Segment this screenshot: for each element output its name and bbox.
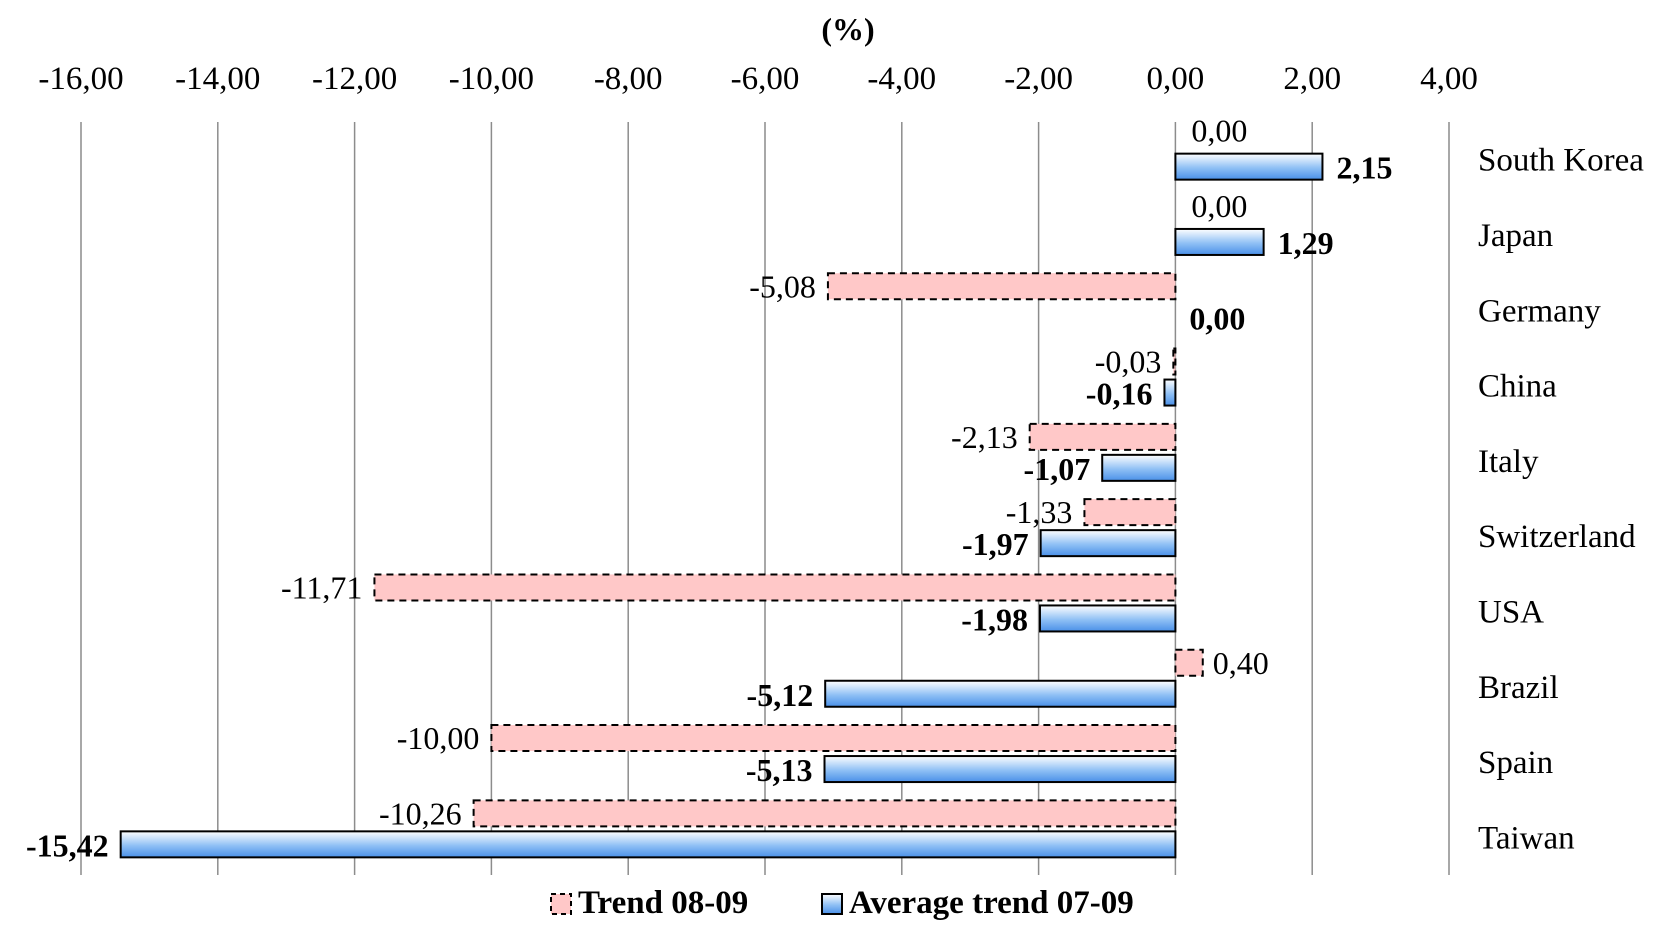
bar-average-trend-07-09 bbox=[1039, 529, 1177, 558]
bar-average-trend-07-09 bbox=[823, 755, 1177, 784]
data-label-average-trend-07-09: -0,16 bbox=[1086, 376, 1153, 412]
category-label: Spain bbox=[1478, 745, 1553, 781]
x-tick-label: 0,00 bbox=[1147, 61, 1205, 97]
data-label-trend-08-09: -10,26 bbox=[379, 795, 462, 831]
category-label: South Korea bbox=[1478, 143, 1644, 179]
data-label-trend-08-09: 0,00 bbox=[1191, 113, 1247, 149]
data-label-average-trend-07-09: -1,97 bbox=[962, 526, 1029, 562]
data-label-average-trend-07-09: -1,98 bbox=[961, 601, 1028, 637]
bar-average-trend-07-09 bbox=[1174, 152, 1324, 181]
bar-trend-08-09 bbox=[1172, 347, 1177, 376]
category-label: USA bbox=[1478, 594, 1544, 630]
data-label-average-trend-07-09: 1,29 bbox=[1278, 225, 1334, 261]
x-tick-label: -14,00 bbox=[175, 61, 260, 97]
x-tick-label: -6,00 bbox=[731, 61, 800, 97]
bar-trend-08-09 bbox=[373, 573, 1177, 602]
bar-average-trend-07-09 bbox=[119, 830, 1177, 859]
x-tick-label: -4,00 bbox=[867, 61, 936, 97]
legend-label-trend-08-09: Trend 08-09 bbox=[578, 885, 748, 921]
data-label-trend-08-09: 0,40 bbox=[1213, 645, 1269, 681]
bar-average-trend-07-09 bbox=[824, 679, 1177, 708]
data-label-average-trend-07-09: -5,13 bbox=[746, 752, 813, 788]
legend-swatch-average-trend-07-09 bbox=[821, 893, 843, 915]
category-label: Brazil bbox=[1478, 670, 1559, 706]
bar-trend-08-09 bbox=[472, 799, 1177, 828]
category-label: Germany bbox=[1478, 293, 1601, 329]
x-tick-label: -16,00 bbox=[38, 61, 123, 97]
x-tick-label: -8,00 bbox=[594, 61, 663, 97]
category-label: Switzerland bbox=[1478, 519, 1636, 555]
chart-title: (%) bbox=[821, 11, 874, 47]
bar-trend-08-09 bbox=[1083, 498, 1177, 527]
bar-average-trend-07-09 bbox=[1163, 378, 1177, 407]
data-label-trend-08-09: -10,00 bbox=[397, 720, 480, 756]
bar-average-trend-07-09 bbox=[1101, 453, 1177, 482]
x-tick-label: 4,00 bbox=[1420, 61, 1478, 97]
category-label: Italy bbox=[1478, 444, 1539, 480]
category-label: China bbox=[1478, 369, 1557, 405]
legend-swatch-trend-08-09 bbox=[550, 893, 572, 915]
data-label-trend-08-09: -11,71 bbox=[281, 569, 362, 605]
legend-label-average-trend-07-09: Average trend 07-09 bbox=[849, 885, 1134, 921]
data-label-average-trend-07-09: -5,12 bbox=[747, 677, 814, 713]
data-label-trend-08-09: -2,13 bbox=[951, 419, 1018, 455]
data-label-trend-08-09: -5,08 bbox=[749, 268, 816, 304]
data-label-trend-08-09: -1,33 bbox=[1006, 494, 1073, 530]
bar-average-trend-07-09 bbox=[1038, 604, 1177, 633]
data-label-average-trend-07-09: 0,00 bbox=[1189, 300, 1245, 336]
x-tick-label: 2,00 bbox=[1283, 61, 1341, 97]
x-tick-label: -10,00 bbox=[449, 61, 534, 97]
data-label-trend-08-09: 0,00 bbox=[1191, 188, 1247, 224]
data-label-average-trend-07-09: -15,42 bbox=[26, 827, 109, 863]
x-tick-label: -2,00 bbox=[1004, 61, 1073, 97]
bar-trend-08-09 bbox=[1028, 422, 1177, 451]
category-label: Japan bbox=[1478, 218, 1553, 254]
data-label-trend-08-09: -0,03 bbox=[1095, 344, 1162, 380]
bar-trend-08-09 bbox=[490, 724, 1177, 753]
bar-trend-08-09 bbox=[826, 272, 1177, 301]
category-label: Taiwan bbox=[1478, 820, 1575, 856]
bar-trend-08-09 bbox=[1174, 648, 1204, 677]
data-label-average-trend-07-09: -1,07 bbox=[1024, 451, 1091, 487]
data-label-average-trend-07-09: 2,15 bbox=[1336, 150, 1392, 186]
bar-average-trend-07-09 bbox=[1174, 227, 1265, 256]
x-tick-label: -12,00 bbox=[312, 61, 397, 97]
